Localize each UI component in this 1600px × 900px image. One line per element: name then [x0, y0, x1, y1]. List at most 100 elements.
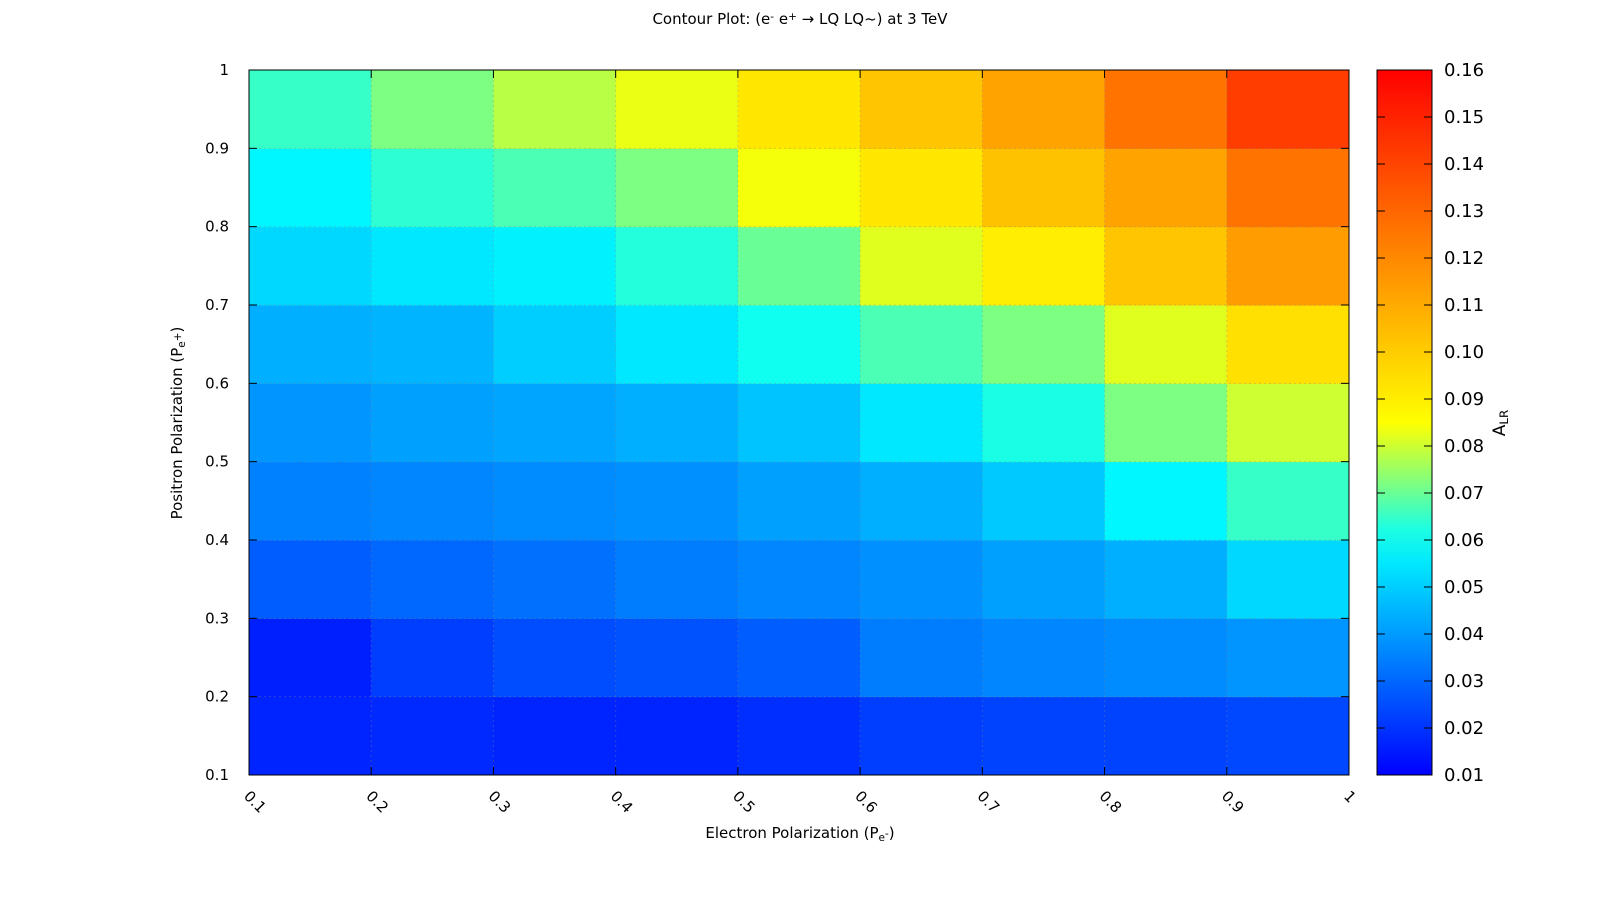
heatmap-cell	[737, 70, 861, 149]
heatmap-cell	[982, 383, 1106, 463]
heatmap-cell	[982, 226, 1106, 306]
heatmap-cell	[982, 540, 1106, 619]
heatmap-cell	[249, 383, 372, 463]
heatmap-cell	[493, 226, 617, 306]
colorbar-tick-label: 0.11	[1444, 295, 1484, 316]
y-tick-label: 0.7	[205, 296, 229, 314]
heatmap-cell	[737, 226, 861, 306]
y-tick-label: 0.8	[205, 218, 229, 236]
heatmap-cell	[860, 70, 983, 149]
y-tick-label: 0.9	[205, 139, 229, 157]
heatmap-cell	[737, 148, 861, 228]
x-tick-label: 0.8	[1096, 787, 1126, 817]
heatmap-cell	[615, 148, 739, 228]
heatmap-cell	[1226, 618, 1350, 698]
colorbar-tick-label: 0.01	[1444, 765, 1484, 786]
heatmap-cell	[1226, 70, 1350, 149]
heatmap-cell	[860, 148, 983, 228]
heatmap-cell	[1226, 226, 1350, 306]
heatmap-cell	[1226, 305, 1350, 384]
y-axis-label: Positron Polarization (Pe+)	[168, 327, 188, 520]
y-tick-label: 1	[219, 61, 229, 79]
chart-title: Contour Plot: (e- e+ → LQ LQ~) at 3 TeV	[652, 10, 948, 28]
text-segment: Contour Plot: (e	[652, 10, 770, 28]
text-segment: e	[879, 832, 885, 844]
text-segment: )	[889, 824, 895, 842]
heatmap-cell	[860, 618, 983, 698]
heatmap-cell	[1104, 70, 1228, 149]
heatmap-cell	[982, 618, 1106, 698]
heatmap-cell	[1104, 383, 1228, 463]
heatmap-cell	[371, 696, 494, 776]
heatmap-cell	[982, 148, 1106, 228]
heatmap-cell	[249, 70, 372, 149]
colorbar-tick-label: 0.05	[1444, 577, 1484, 598]
colorbar-tick-label: 0.15	[1444, 107, 1484, 128]
heatmap-cell	[1104, 305, 1228, 384]
text-segment: A	[1490, 424, 1510, 436]
y-tick-label: 0.4	[205, 531, 229, 549]
heatmap-cell	[493, 305, 617, 384]
heatmap-cell	[1226, 461, 1350, 541]
heatmap-cell	[982, 70, 1106, 149]
x-tick-label: 1	[1340, 787, 1359, 806]
colorbar-tick-label: 0.10	[1444, 342, 1484, 363]
y-tick-label: 0.3	[205, 609, 229, 627]
heatmap-cell	[860, 383, 983, 463]
x-tick-label: 0.4	[607, 787, 637, 817]
heatmap-cell	[860, 226, 983, 306]
heatmap-cell	[249, 148, 372, 228]
text-segment: Electron Polarization (P	[705, 824, 878, 842]
colorbar-tick-label: 0.07	[1444, 483, 1484, 504]
text-segment: LR	[1497, 410, 1511, 425]
heatmap-cell	[615, 461, 739, 541]
text-segment: e	[774, 10, 788, 28]
heatmap-cell	[249, 305, 372, 384]
heatmap-cell	[982, 305, 1106, 384]
text-segment: Positron Polarization (P	[168, 348, 186, 520]
heatmap-cell	[1226, 383, 1350, 463]
text-segment: → LQ LQ~) at 3 TeV	[797, 10, 948, 28]
heatmap-cell	[371, 70, 494, 149]
heatmap-cell	[1226, 696, 1350, 776]
heatmap-cell	[1104, 148, 1228, 228]
colorbar-tick-label: 0.16	[1444, 60, 1484, 81]
heatmap-cell	[249, 461, 372, 541]
heatmap-cell	[493, 461, 617, 541]
heatmap-cell	[1104, 696, 1228, 776]
heatmap-cell	[493, 540, 617, 619]
heatmap-cell	[493, 148, 617, 228]
heatmap-cell	[982, 461, 1106, 541]
text-segment: +	[788, 11, 797, 23]
y-tick-label: 0.1	[205, 766, 229, 784]
plot-frame	[248, 69, 1350, 776]
colorbar-label: ALR	[1490, 410, 1511, 437]
heatmap-cell	[493, 70, 617, 149]
y-tick-label: 0.5	[205, 453, 229, 471]
heatmap-cell	[615, 383, 739, 463]
colorbar-tick-label: 0.02	[1444, 718, 1484, 739]
colorbar-tick-label: 0.04	[1444, 624, 1484, 645]
text-segment: e	[176, 341, 188, 347]
heatmap-cell	[371, 540, 494, 619]
heatmap-cell	[860, 305, 983, 384]
heatmap-cell	[737, 383, 861, 463]
heatmap-cell	[493, 696, 617, 776]
heatmap-cell	[371, 618, 494, 698]
colorbar-tick-label: 0.08	[1444, 436, 1484, 457]
heatmap-cell	[1104, 540, 1228, 619]
colorbar	[1376, 69, 1433, 776]
heatmap-cell	[371, 305, 494, 384]
heatmap-cell	[249, 696, 372, 776]
y-tick-label: 0.2	[205, 688, 229, 706]
text-segment: +	[172, 332, 184, 341]
colorbar-tick-label: 0.14	[1444, 154, 1484, 175]
heatmap-cell	[615, 696, 739, 776]
heatmap-cell	[860, 461, 983, 541]
heatmap-cell	[249, 618, 372, 698]
x-tick-label: 0.1	[240, 787, 270, 817]
heatmap-cell	[982, 696, 1106, 776]
heatmap-cell	[371, 148, 494, 228]
heatmap-cell	[371, 226, 494, 306]
